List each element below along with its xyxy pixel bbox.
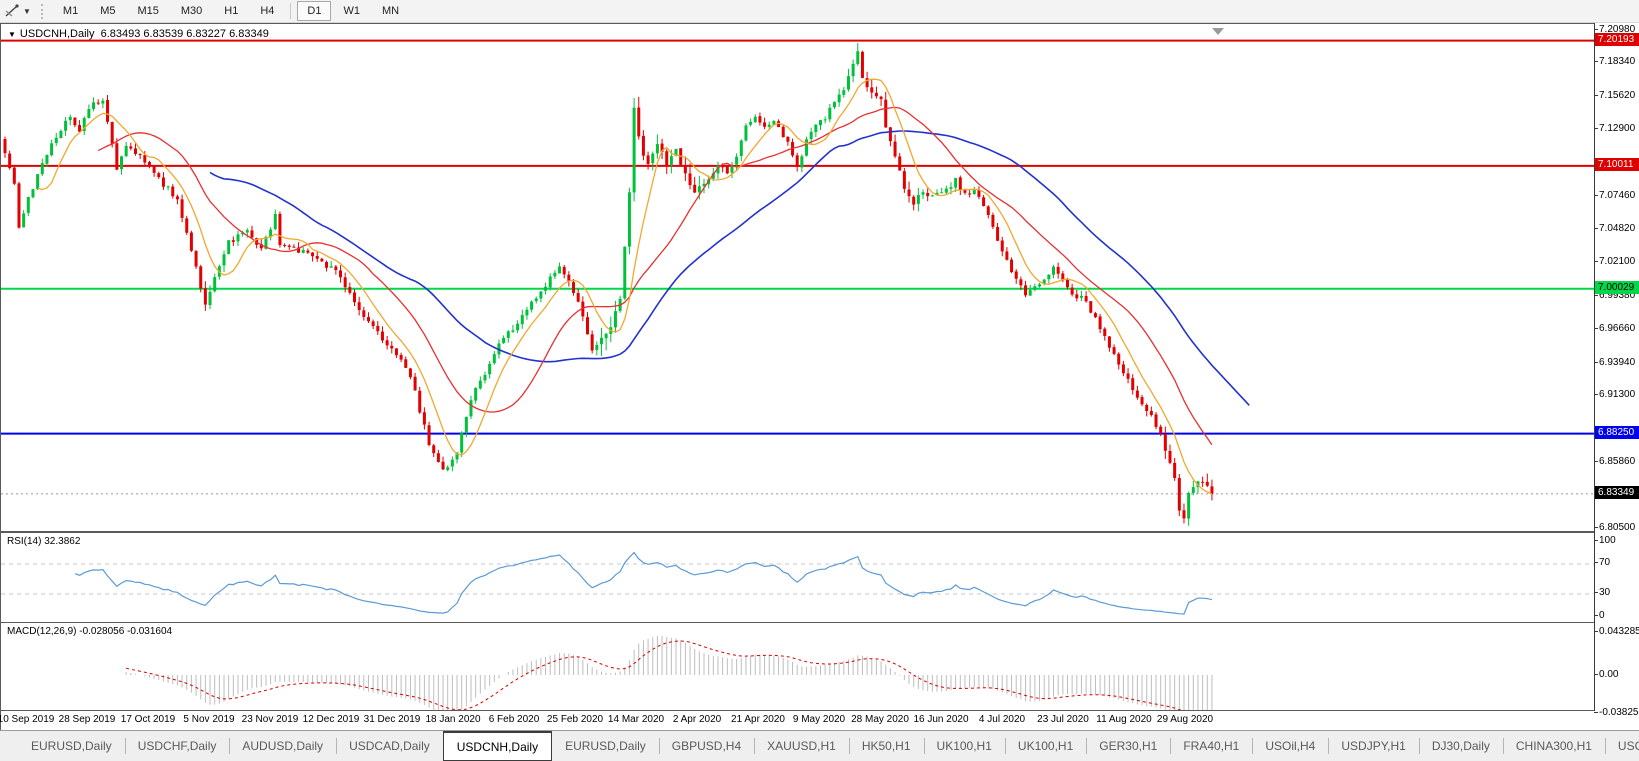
main-price-chart[interactable]: ▼ USDCNH,Daily 6.83493 6.83539 6.83227 6.… (0, 23, 1595, 532)
tab-usdcad-daily[interactable]: USDCAD,Daily (336, 731, 443, 761)
level-badge: 6.88250 (1595, 426, 1639, 440)
tab-fra40-h1[interactable]: FRA40,H1 (1170, 731, 1252, 761)
price-tick: 7.20980 (1593, 24, 1636, 35)
rsi-tick: 30 (1593, 587, 1611, 598)
price-tick: 6.96660 (1593, 323, 1636, 335)
date-label: 29 Aug 2020 (1156, 714, 1214, 725)
tab-usoil-h1[interactable]: USOil,H1 (1604, 731, 1639, 761)
tab-dj30-daily[interactable]: DJ30,Daily (1418, 731, 1503, 761)
date-label: 25 Feb 2020 (546, 714, 604, 725)
date-label: 23 Jul 2020 (1037, 714, 1089, 725)
date-label: 23 Nov 2019 (241, 714, 299, 725)
macd-tick: -0.038253 (1593, 707, 1639, 718)
tab-usdcnh-daily[interactable]: USDCNH,Daily (442, 731, 553, 761)
tab-eurusd-daily[interactable]: EURUSD,Daily (31, 739, 112, 753)
timeframe-mn[interactable]: MN (381, 5, 400, 17)
line-tool-dropdown-caret[interactable]: ▼ (23, 6, 31, 16)
tab-audusd-daily[interactable]: AUDUSD,Daily (229, 731, 336, 761)
tab-usdchf-daily[interactable]: USDCHF,Daily (124, 731, 230, 761)
price-tick: 7.02100 (1593, 256, 1636, 268)
price-tick: 6.99380 (1593, 289, 1636, 301)
rsi-tick: 70 (1593, 557, 1611, 568)
rsi-label: RSI(14) 32.3862 (7, 536, 81, 547)
chart-tabs-bar: EURUSD,Daily USDCHF,Daily AUDUSD,Daily USDC… (0, 730, 1639, 761)
date-label: 16 Jun 2020 (913, 714, 969, 725)
top-toolbar: ▼ M1 M5 M15 M30 H1 H4 D1 W1 MN (0, 0, 1639, 23)
current-price-badge: 6.83349 (1595, 486, 1639, 500)
timeframe-m30[interactable]: M30 (180, 5, 203, 17)
timeframe-w1[interactable]: W1 (343, 5, 360, 17)
date-label: 17 Oct 2019 (120, 714, 176, 725)
macd-label: MACD(12,26,9) -0.028056 -0.031604 (7, 626, 173, 637)
symbol-collapse-icon[interactable]: ▼ (8, 30, 16, 39)
rsi-tick: 100 (1594, 534, 1616, 546)
tab-gbpusd-h4[interactable]: GBPUSD,H4 (658, 731, 754, 761)
chart-symbol: USDCNH,Daily (19, 28, 95, 40)
price-tick: 6.93940 (1593, 356, 1636, 368)
date-label: 9 May 2020 (792, 714, 846, 725)
macd-panel[interactable]: MACD(12,26,9) -0.028056 -0.031604 (0, 623, 1594, 711)
macd-tick: 0.043285 (1594, 626, 1639, 638)
chart-title: ▼ USDCNH,Daily 6.83493 6.83539 6.83227 6.… (8, 28, 269, 40)
timeframe-d1[interactable]: D1 (297, 1, 332, 21)
date-label: 18 Jan 2020 (425, 714, 481, 725)
tab-uk100-h1[interactable]: UK100,H1 (923, 731, 1005, 761)
tab-usoil-h4[interactable]: USOil,H4 (1252, 731, 1328, 761)
date-label: 10 Sep 2019 (0, 714, 55, 725)
tab-china300-h1[interactable]: CHINA300,H1 (1502, 731, 1605, 761)
date-label: 6 Feb 2020 (488, 714, 540, 725)
timeframe-h4[interactable]: H4 (260, 5, 275, 17)
price-tick: 7.04820 (1593, 222, 1636, 234)
date-label: 11 Aug 2020 (1096, 714, 1152, 725)
timeframe-m15[interactable]: M15 (137, 5, 159, 17)
price-axis: 7.20980 7.18340 7.15620 7.12900 7.07460 7.048… (1593, 23, 1639, 718)
date-axis: 10 Sep 2019 28 Sep 2019 17 Oct 2019 5 Nov 2… (0, 711, 1594, 730)
price-tick: 7.12900 (1593, 123, 1636, 135)
date-label: 4 Jul 2020 (978, 714, 1026, 725)
timeframe-buttons: M1 M5 M15 M30 H1 H4 D1 W1 MN (52, 0, 410, 22)
date-label: 2 Apr 2020 (672, 714, 722, 725)
price-tick: 6.85860 (1593, 455, 1636, 467)
price-tick: 6.91300 (1593, 389, 1636, 401)
tab-eurusd-daily[interactable]: EURUSD,Daily (565, 739, 646, 753)
macd-tick: 0.00 (1593, 669, 1619, 680)
date-label: 28 Sep 2019 (58, 714, 116, 725)
date-label: 14 Mar 2020 (607, 714, 665, 725)
chart-tabs: EURUSD,Daily USDCHF,Daily AUDUSD,Daily USDC… (18, 731, 1639, 761)
rsi-panel[interactable]: RSI(14) 32.3862 (0, 532, 1595, 623)
tab-hk50-h1[interactable]: HK50,H1 (848, 731, 924, 761)
date-label: 31 Dec 2019 (363, 714, 421, 725)
level-badge: 7.00029 (1595, 281, 1639, 295)
level-badge: 7.10011 (1595, 158, 1639, 172)
tab-usdjpy-h1[interactable]: USDJPY,H1 (1328, 731, 1418, 761)
date-label: 21 Apr 2020 (731, 714, 785, 725)
level-badge: 7.20193 (1595, 33, 1639, 47)
line-tool-icon (4, 4, 20, 18)
toolbar-separator (290, 3, 292, 19)
toolbar-grip[interactable] (40, 3, 46, 19)
timeframe-m1[interactable]: M1 (62, 5, 79, 17)
timeframe-m5[interactable]: M5 (100, 5, 116, 17)
tab-xauusd-h1[interactable]: XAUUSD,H1 (754, 731, 849, 761)
date-label: 5 Nov 2019 (183, 714, 235, 725)
timeframe-h1[interactable]: H1 (224, 5, 239, 17)
price-tick: 7.18340 (1593, 56, 1636, 68)
line-tool-button[interactable]: ▼ (0, 0, 37, 22)
date-label: 12 Dec 2019 (302, 714, 360, 725)
price-tick: 7.15620 (1593, 89, 1636, 101)
price-tick: 6.80500 (1593, 521, 1636, 533)
tab-ger30-h1[interactable]: GER30,H1 (1086, 731, 1170, 761)
date-label: 28 May 2020 (851, 714, 909, 725)
rsi-tick: 0 (1594, 609, 1605, 621)
price-tick: 7.07460 (1593, 190, 1636, 202)
tab-uk100-h1[interactable]: UK100,H1 (1004, 731, 1086, 761)
chart-ohlc-values: 6.83493 6.83539 6.83227 6.83349 (100, 28, 269, 40)
